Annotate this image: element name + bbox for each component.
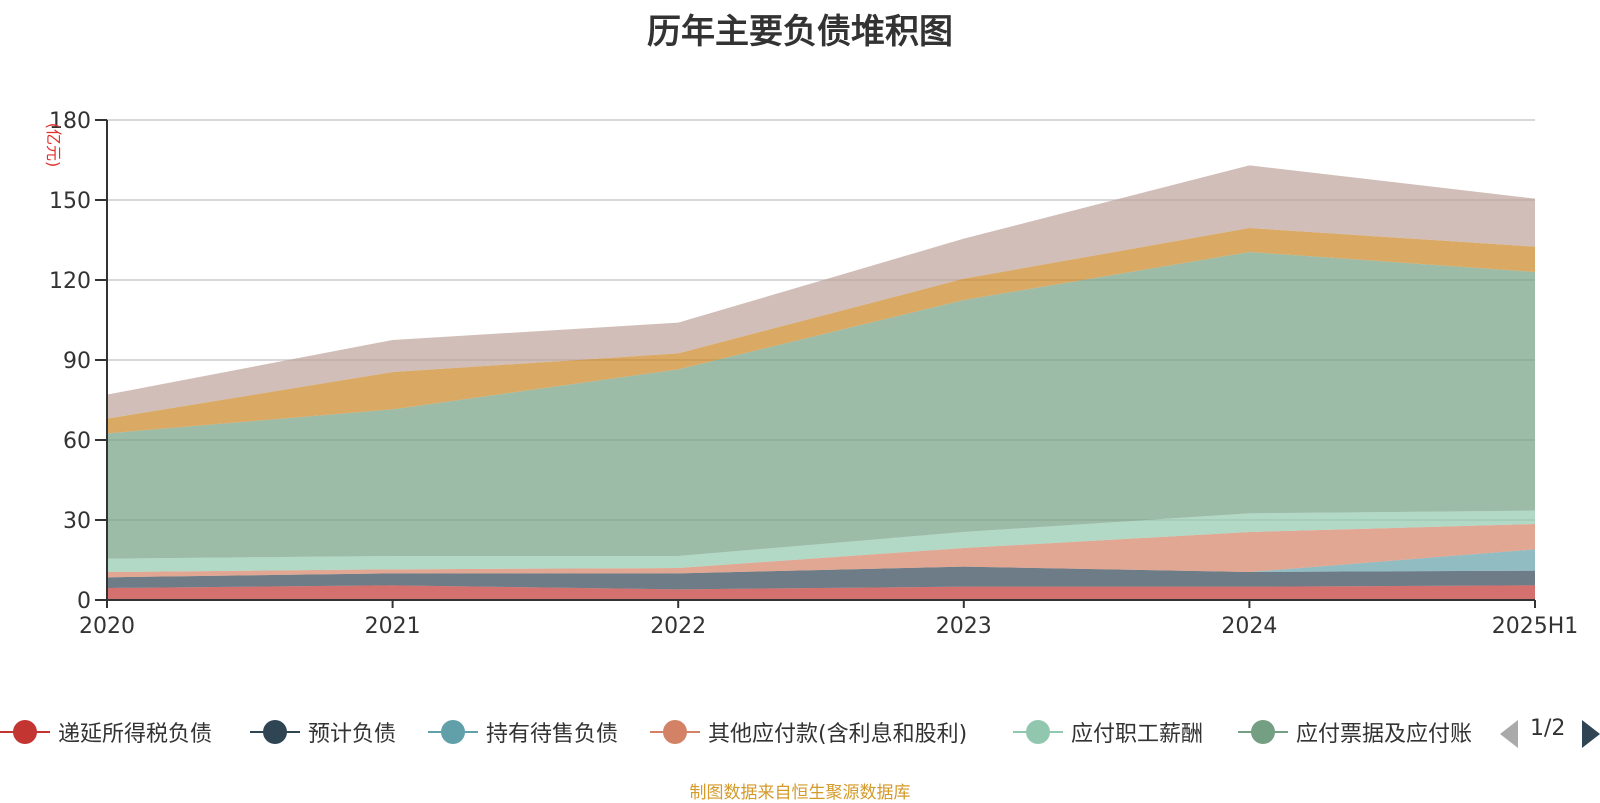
x-tick-labels: 2020 2021 2022 2023 2024 2025H1 bbox=[79, 614, 1578, 639]
x-tick-label: 2023 bbox=[936, 614, 992, 639]
legend-marker-icon bbox=[1013, 712, 1063, 752]
legend-label: 持有待售负债 bbox=[486, 722, 619, 747]
x-tick-label: 2025H1 bbox=[1492, 614, 1579, 639]
legend-marker-icon bbox=[0, 712, 50, 752]
x-tick-label: 2022 bbox=[650, 614, 706, 639]
legend-item[interactable]: 应付票据及应付账 bbox=[1238, 712, 1472, 752]
legend-marker-icon bbox=[250, 712, 300, 752]
y-tick-labels: 0 30 60 90 120 150 180 bbox=[49, 109, 91, 614]
legend-item[interactable]: 预计负债 bbox=[250, 712, 396, 752]
y-tick-label: 30 bbox=[63, 509, 91, 534]
x-tick-label: 2024 bbox=[1221, 614, 1277, 639]
legend-label: 其他应付款(含利息和股利) bbox=[708, 722, 968, 747]
legend-item[interactable]: 应付职工薪酬 bbox=[1013, 712, 1203, 752]
y-tick-label: 180 bbox=[49, 109, 91, 134]
area-series-7 bbox=[107, 165, 1535, 419]
y-tick-label: 120 bbox=[49, 269, 91, 294]
legend-page-indicator: 1/2 bbox=[1530, 716, 1566, 741]
legend: 递延所得税负债 预计负债 持有待售负债 其他应付款(含利息和股利) 应付职工薪酬 应付票据… bbox=[0, 712, 1490, 752]
legend-label: 应付职工薪酬 bbox=[1071, 722, 1204, 747]
source-note: 制图数据来自恒生聚源数据库 bbox=[689, 783, 911, 803]
area-series-5 bbox=[107, 252, 1535, 559]
y-axis-label: (亿元) bbox=[44, 123, 63, 168]
area-series-3 bbox=[107, 524, 1535, 578]
legend-marker-icon bbox=[650, 712, 700, 752]
chart-title: 历年主要负债堆积图 bbox=[647, 12, 953, 52]
legend-label: 预计负债 bbox=[308, 722, 397, 747]
y-tick-label: 0 bbox=[77, 589, 91, 614]
x-tick-label: 2021 bbox=[365, 614, 421, 639]
legend-label: 应付票据及应付账 bbox=[1296, 722, 1473, 747]
legend-item[interactable]: 递延所得税负债 bbox=[0, 712, 212, 752]
legend-label: 递延所得税负债 bbox=[58, 722, 213, 747]
legend-prev-page-icon[interactable] bbox=[1500, 720, 1518, 748]
x-tick-label: 2020 bbox=[79, 614, 135, 639]
area-series-1 bbox=[107, 566, 1535, 590]
area-series-4 bbox=[107, 510, 1535, 572]
legend-marker-icon bbox=[1238, 712, 1288, 752]
legend-item[interactable]: 其他应付款(含利息和股利) bbox=[650, 712, 967, 752]
y-tick-label: 90 bbox=[63, 349, 91, 374]
y-tick-label: 60 bbox=[63, 429, 91, 454]
area-series bbox=[107, 165, 1535, 600]
area-series-6 bbox=[107, 228, 1535, 434]
y-tick-label: 150 bbox=[49, 189, 91, 214]
legend-marker-icon bbox=[428, 712, 478, 752]
area-series-0 bbox=[107, 585, 1535, 600]
axes bbox=[95, 119, 1536, 608]
legend-item[interactable]: 持有待售负债 bbox=[428, 712, 618, 752]
legend-next-page-icon[interactable] bbox=[1582, 720, 1600, 748]
